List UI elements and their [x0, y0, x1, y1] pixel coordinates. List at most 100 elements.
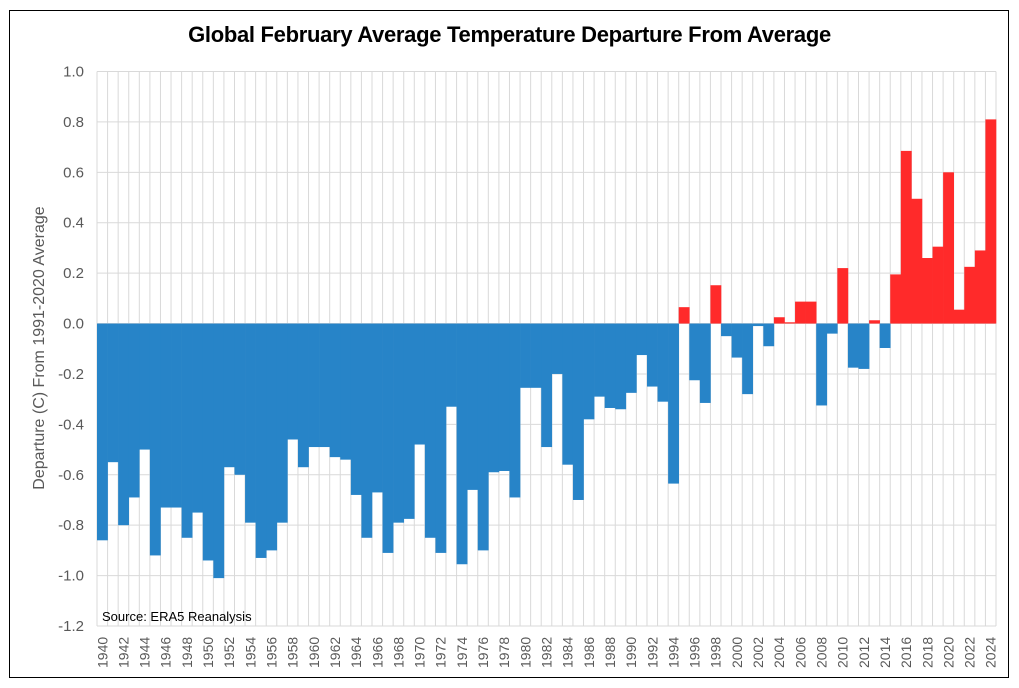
bar-2021	[953, 309, 965, 324]
x-tick-label: 2004	[771, 637, 787, 668]
x-tick-label: 1996	[687, 637, 703, 668]
bar-1958	[287, 323, 299, 440]
bar-2003	[763, 323, 775, 347]
bar-2010	[837, 268, 849, 324]
bar-2024	[985, 119, 997, 324]
bar-1996	[689, 323, 701, 381]
bar-2000	[731, 323, 743, 358]
y-tick-label: -0.8	[58, 517, 84, 534]
bar-2006	[795, 301, 806, 324]
x-tick-label: 2016	[898, 637, 914, 668]
bar-2022	[964, 266, 976, 324]
bar-1982	[541, 323, 553, 448]
bar-1952	[223, 323, 235, 468]
bar-1955	[255, 323, 267, 558]
bar-1973	[446, 323, 457, 407]
x-tick-label: 1980	[517, 637, 533, 668]
x-tick-label: 1994	[665, 637, 681, 668]
x-tick-label: 1960	[306, 637, 322, 668]
bar-1942	[118, 323, 130, 526]
bar-1991	[636, 323, 648, 356]
bar-1977	[488, 323, 500, 473]
x-tick-label: 1982	[539, 637, 555, 668]
x-tick-label: 1986	[581, 637, 597, 668]
x-tick-label: 1940	[94, 637, 110, 668]
y-tick-label: 0.8	[63, 114, 84, 131]
bar-1997	[699, 323, 711, 403]
bar-1962	[329, 323, 341, 458]
x-tick-label: 1970	[412, 637, 428, 668]
bar-1963	[340, 323, 352, 460]
bar-1946	[160, 323, 172, 508]
bar-1972	[435, 323, 447, 553]
bar-1979	[509, 323, 521, 498]
bar-1949	[192, 323, 204, 513]
bar-1975	[467, 323, 479, 490]
bar-1957	[276, 323, 288, 523]
bar-1968	[393, 323, 405, 523]
x-tick-label: 1962	[327, 637, 343, 668]
bar-2002	[752, 323, 764, 327]
bar-1954	[245, 323, 256, 523]
y-tick-label: 0.2	[63, 265, 84, 282]
x-tick-label: 2024	[983, 637, 999, 668]
x-tick-label: 1942	[115, 637, 131, 668]
x-tick-label: 1958	[285, 637, 301, 668]
y-tick-label: 1.0	[63, 64, 84, 81]
bar-1989	[615, 323, 627, 410]
bar-1985	[572, 323, 584, 500]
bar-1983	[551, 323, 563, 374]
bar-1944	[139, 323, 151, 450]
bar-2012	[858, 323, 870, 369]
y-tick-labels: 1.0 0.8 0.6 0.4 0.2 0.0 -0.2 -0.4 -0.6 -0.8 -1.0 -1…	[58, 64, 84, 636]
bar-2017	[911, 198, 923, 324]
bar-1945	[149, 323, 161, 556]
x-tick-label: 1974	[454, 637, 470, 668]
bar-2015	[890, 274, 902, 324]
x-tick-label: 1984	[560, 637, 576, 668]
x-tick-label: 1972	[433, 637, 449, 668]
y-tick-label: 0.0	[63, 316, 84, 333]
x-tick-label: 2002	[750, 637, 766, 668]
x-tick-label: 2008	[813, 637, 829, 668]
bar-2008	[816, 323, 828, 406]
bar-2013	[869, 320, 880, 324]
bar-1988	[604, 323, 616, 408]
bar-2011	[847, 323, 859, 368]
source-annotation: Source: ERA5 Reanalysis	[102, 609, 252, 624]
bar-1976	[477, 323, 489, 551]
x-tick-label: 1946	[158, 637, 174, 668]
bar-1950	[202, 323, 214, 561]
bar-2014	[879, 323, 891, 348]
bar-1948	[181, 323, 193, 538]
y-tick-label: -1.2	[58, 618, 84, 635]
y-tick-label: 0.6	[63, 164, 84, 181]
y-tick-label: -0.4	[58, 416, 84, 433]
bar-1969	[403, 323, 415, 519]
x-tick-label: 1992	[644, 637, 660, 668]
bar-1978	[498, 323, 510, 471]
bar-1990	[625, 323, 637, 393]
bar-1993	[657, 323, 669, 402]
x-tick-label: 2020	[940, 637, 956, 668]
x-tick-label: 1944	[137, 637, 153, 668]
y-tick-label: -0.2	[58, 366, 84, 383]
bar-2019	[932, 246, 944, 324]
x-tick-label: 2006	[792, 637, 808, 668]
x-tick-label: 2012	[856, 637, 872, 668]
bar-1987	[594, 323, 605, 397]
x-tick-label: 1966	[369, 637, 385, 668]
y-tick-label: -0.6	[58, 467, 84, 484]
x-tick-label: 1952	[221, 637, 237, 668]
bar-2001	[742, 323, 754, 395]
x-tick-label: 2000	[729, 637, 745, 668]
bar-1971	[424, 323, 436, 538]
bar-1947	[171, 323, 182, 508]
x-tick-label: 1956	[264, 637, 280, 668]
bar-1986	[583, 323, 595, 420]
bar-2009	[826, 323, 838, 334]
bar-1984	[562, 323, 574, 465]
x-tick-label: 1950	[200, 637, 216, 668]
x-tick-label: 1954	[242, 637, 258, 668]
x-tick-label: 1978	[496, 637, 512, 668]
